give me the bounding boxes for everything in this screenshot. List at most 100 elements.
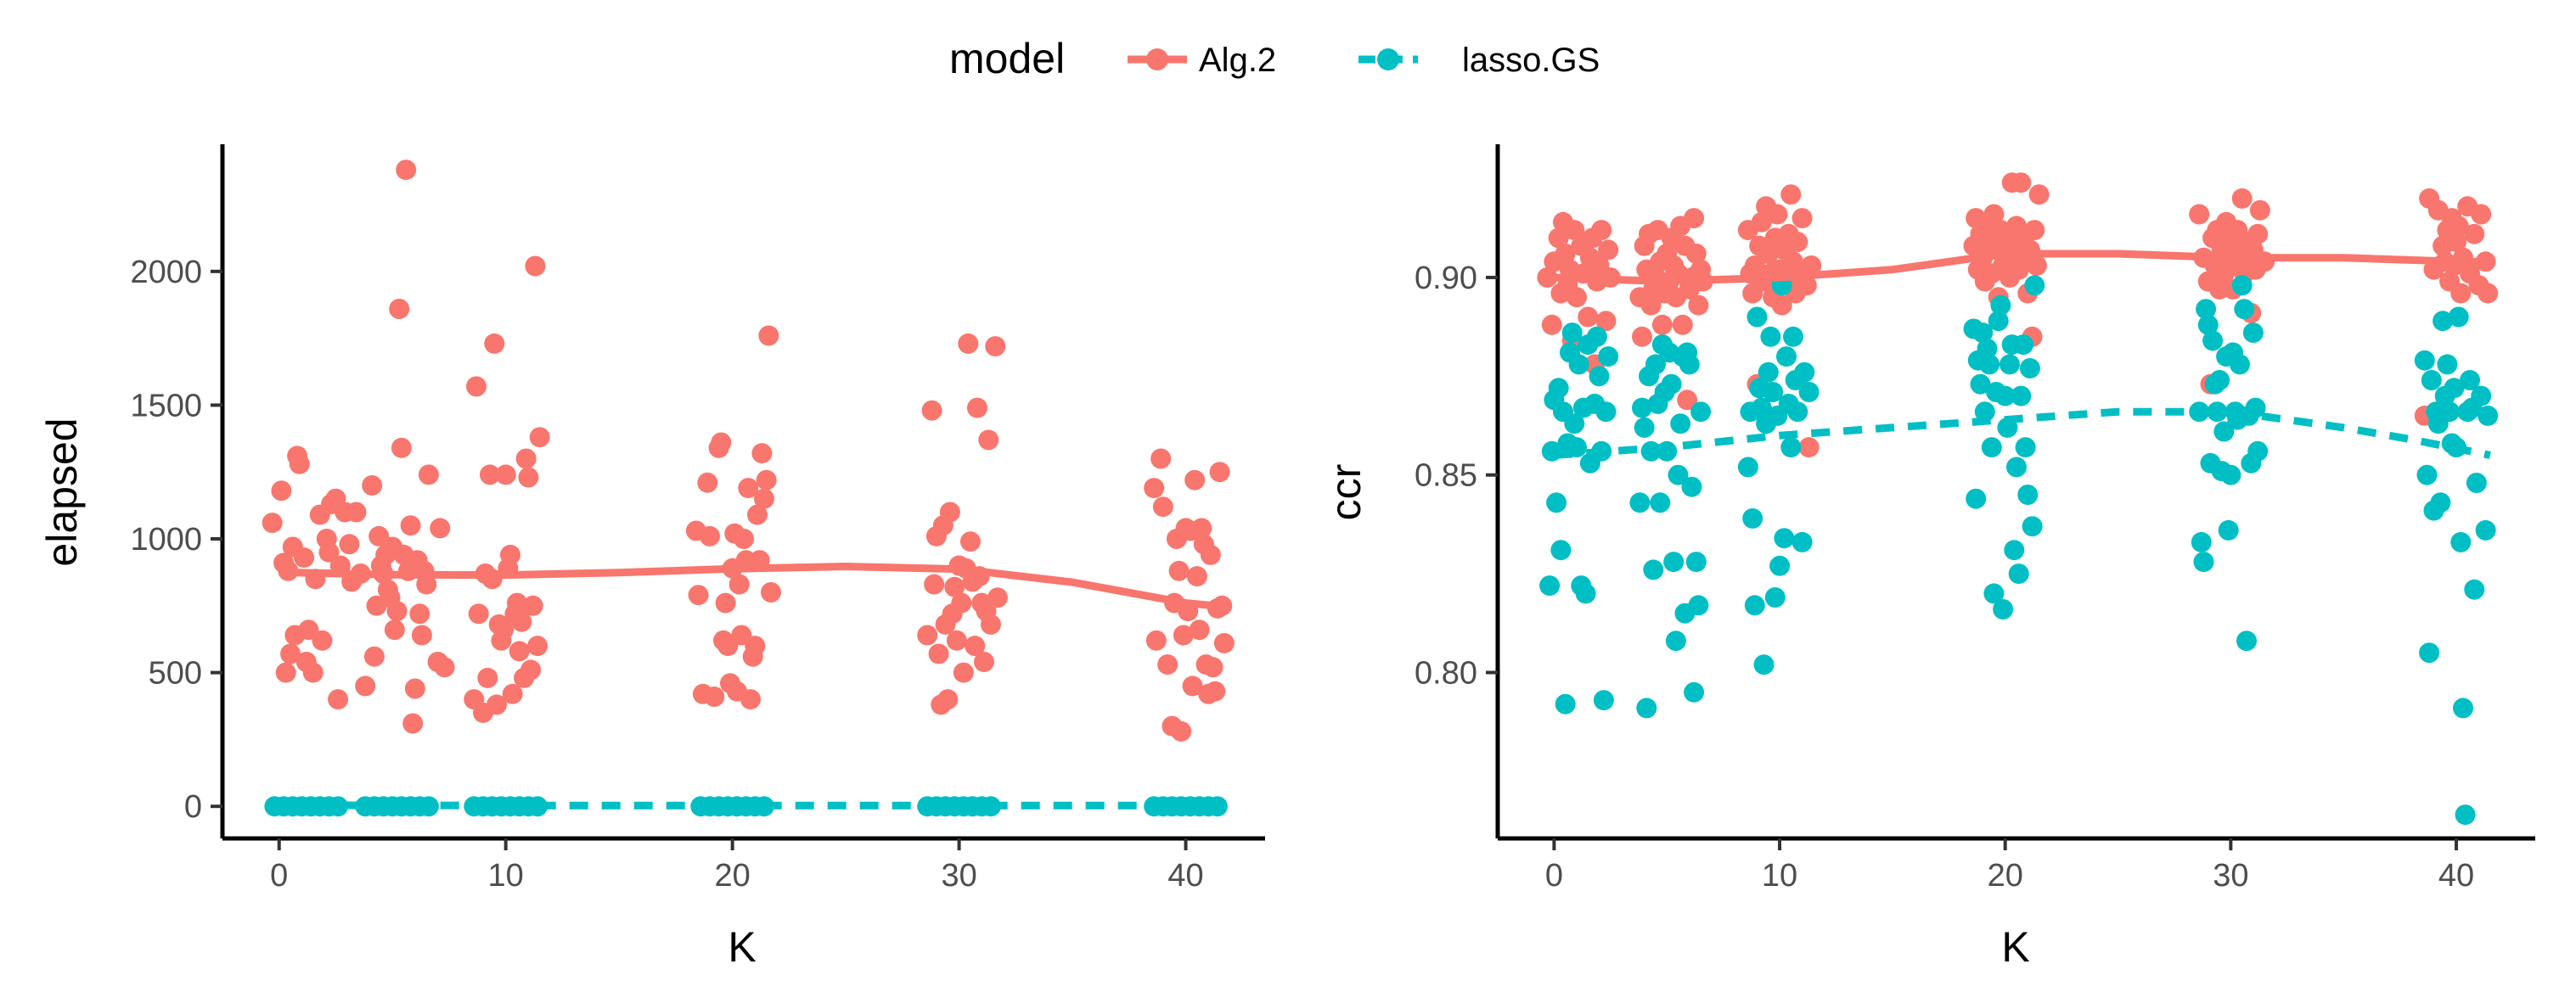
elapsed-point-alg-2 bbox=[509, 641, 530, 662]
ccr-point-lasso-gs bbox=[1994, 385, 2016, 406]
ccr-point-lasso-gs bbox=[1760, 326, 1781, 347]
ccr-point-lasso-gs bbox=[2247, 440, 2269, 462]
elapsed-point-alg-2 bbox=[511, 611, 532, 632]
elapsed-point-alg-2 bbox=[944, 576, 965, 597]
elapsed-y-tick-label: 1500 bbox=[130, 388, 202, 423]
elapsed-point-alg-2 bbox=[355, 675, 376, 697]
elapsed-point-alg-2 bbox=[328, 689, 349, 710]
elapsed-point-alg-2 bbox=[734, 529, 754, 549]
elapsed-point-alg-2 bbox=[480, 464, 500, 485]
ccr-trend-lines bbox=[1554, 249, 2491, 459]
ccr-point-lasso-gs bbox=[2022, 516, 2043, 537]
elapsed-point-alg-2 bbox=[518, 467, 539, 488]
ccr-point-lasso-gs bbox=[2433, 311, 2454, 332]
elapsed-point-alg-2 bbox=[1184, 469, 1206, 490]
elapsed-point-alg-2 bbox=[416, 574, 437, 595]
ccr-point-lasso-gs bbox=[2017, 485, 2039, 505]
elapsed-point-alg-2 bbox=[704, 687, 725, 707]
ccr-point-lasso-gs bbox=[1564, 413, 1585, 434]
elapsed-point-alg-2 bbox=[339, 534, 360, 555]
elapsed-point-alg-2 bbox=[271, 480, 292, 502]
elapsed-point-alg-2 bbox=[1191, 518, 1212, 539]
ccr-point-lasso-gs bbox=[2437, 354, 2458, 375]
ccr-point-lasso-gs bbox=[2439, 401, 2461, 423]
ccr-point-alg-2 bbox=[1684, 208, 1705, 229]
elapsed-point-alg-2 bbox=[312, 630, 333, 651]
ccr-trend-line-alg-2 bbox=[1554, 249, 2490, 286]
elapsed-point-alg-2 bbox=[302, 662, 323, 683]
ccr-point-lasso-gs bbox=[1776, 346, 1797, 367]
elapsed-point-alg-2 bbox=[477, 667, 498, 688]
ccr-point-lasso-gs bbox=[1791, 531, 1813, 552]
ccr-point-lasso-gs bbox=[1990, 294, 2011, 316]
elapsed-point-alg-2 bbox=[951, 592, 972, 614]
ccr-point-alg-2 bbox=[1537, 267, 1558, 288]
ccr-y-axis-title: ccr bbox=[1322, 464, 1370, 521]
elapsed-point-alg-2 bbox=[495, 464, 516, 485]
ccr-point-lasso-gs bbox=[1993, 599, 2014, 619]
ccr-point-lasso-gs bbox=[2008, 563, 2029, 585]
ccr-point-lasso-gs bbox=[2006, 457, 2027, 478]
ccr-x-axis-title: K bbox=[2001, 923, 2029, 971]
ccr-point-alg-2 bbox=[1796, 275, 1817, 296]
elapsed-point-alg-2 bbox=[318, 541, 340, 563]
elapsed-point-alg-2 bbox=[1205, 681, 1226, 702]
elapsed-point-alg-2 bbox=[1145, 630, 1167, 651]
ccr-point-alg-2 bbox=[2249, 199, 2270, 221]
elapsed-point-alg-2 bbox=[1209, 462, 1230, 483]
ccr-point-lasso-gs bbox=[2466, 473, 2487, 493]
ccr-point-lasso-gs bbox=[1546, 492, 1567, 513]
elapsed-point-alg-2 bbox=[500, 544, 520, 565]
ccr-point-lasso-gs bbox=[1737, 457, 1758, 478]
ccr-point-lasso-gs bbox=[2455, 804, 2476, 826]
legend-key-point-lasso-gs bbox=[1377, 48, 1399, 70]
ccr-point-alg-2 bbox=[1591, 220, 1612, 241]
ccr-point-lasso-gs bbox=[1548, 378, 1569, 399]
ccr-point-alg-2 bbox=[2024, 220, 2045, 241]
ccr-point-lasso-gs bbox=[1575, 583, 1596, 604]
ccr-point-lasso-gs bbox=[1598, 346, 1619, 367]
elapsed-point-alg-2 bbox=[362, 475, 383, 496]
elapsed-point-alg-2 bbox=[502, 683, 523, 704]
ccr-point-lasso-gs bbox=[1670, 413, 1691, 434]
ccr-point-lasso-gs bbox=[1983, 583, 2005, 604]
elapsed-point-alg-2 bbox=[409, 603, 430, 625]
elapsed-point-alg-2 bbox=[953, 662, 974, 683]
ccr-point-lasso-gs bbox=[2242, 322, 2264, 344]
elapsed-point-alg-2 bbox=[1144, 478, 1165, 499]
ccr-point-lasso-gs bbox=[2015, 437, 2036, 458]
ccr-point-lasso-gs bbox=[2416, 464, 2438, 485]
ccr-point-lasso-gs bbox=[1690, 401, 1712, 423]
elapsed-point-alg-2 bbox=[386, 601, 408, 622]
elapsed-point-alg-2 bbox=[430, 518, 451, 539]
ccr-point-lasso-gs bbox=[1746, 306, 1768, 328]
elapsed-trend-line-alg-2 bbox=[278, 562, 1221, 610]
elapsed-point-alg-2 bbox=[985, 336, 1006, 357]
elapsed-point-alg-2 bbox=[958, 333, 979, 354]
ccr-point-lasso-gs bbox=[2421, 370, 2442, 390]
elapsed-point-alg-2 bbox=[262, 513, 283, 534]
ccr-point-lasso-gs bbox=[2004, 540, 2025, 561]
ccr-point-lasso-gs bbox=[1753, 654, 1775, 675]
ccr-point-lasso-gs bbox=[1663, 552, 1685, 573]
ccr-point-lasso-gs bbox=[2453, 698, 2473, 719]
ccr-point-lasso-gs bbox=[1550, 540, 1572, 561]
elapsed-point-alg-2 bbox=[1186, 566, 1207, 587]
ccr-point-lasso-gs bbox=[1977, 338, 1998, 359]
ccr-point-lasso-gs bbox=[1679, 354, 1700, 375]
ccr-point-alg-2 bbox=[1983, 204, 2005, 225]
ccr-point-lasso-gs bbox=[2019, 358, 2040, 378]
elapsed-point-alg-2 bbox=[275, 662, 296, 683]
elapsed-point-alg-2 bbox=[522, 595, 543, 616]
ccr-point-alg-2 bbox=[2478, 283, 2499, 304]
elapsed-point-alg-2 bbox=[1168, 560, 1190, 581]
elapsed-point-alg-2 bbox=[487, 694, 507, 715]
ccr-point-lasso-gs bbox=[2245, 397, 2266, 418]
elapsed-point-alg-2 bbox=[404, 678, 425, 699]
ccr-point-lasso-gs bbox=[2478, 405, 2499, 426]
ccr-point-lasso-gs bbox=[1539, 575, 1561, 597]
ccr-point-lasso-gs bbox=[1798, 382, 1820, 402]
elapsed-point-alg-2 bbox=[363, 646, 385, 667]
ccr-point-lasso-gs bbox=[1979, 354, 2000, 375]
ccr-point-lasso-gs bbox=[2450, 531, 2472, 552]
